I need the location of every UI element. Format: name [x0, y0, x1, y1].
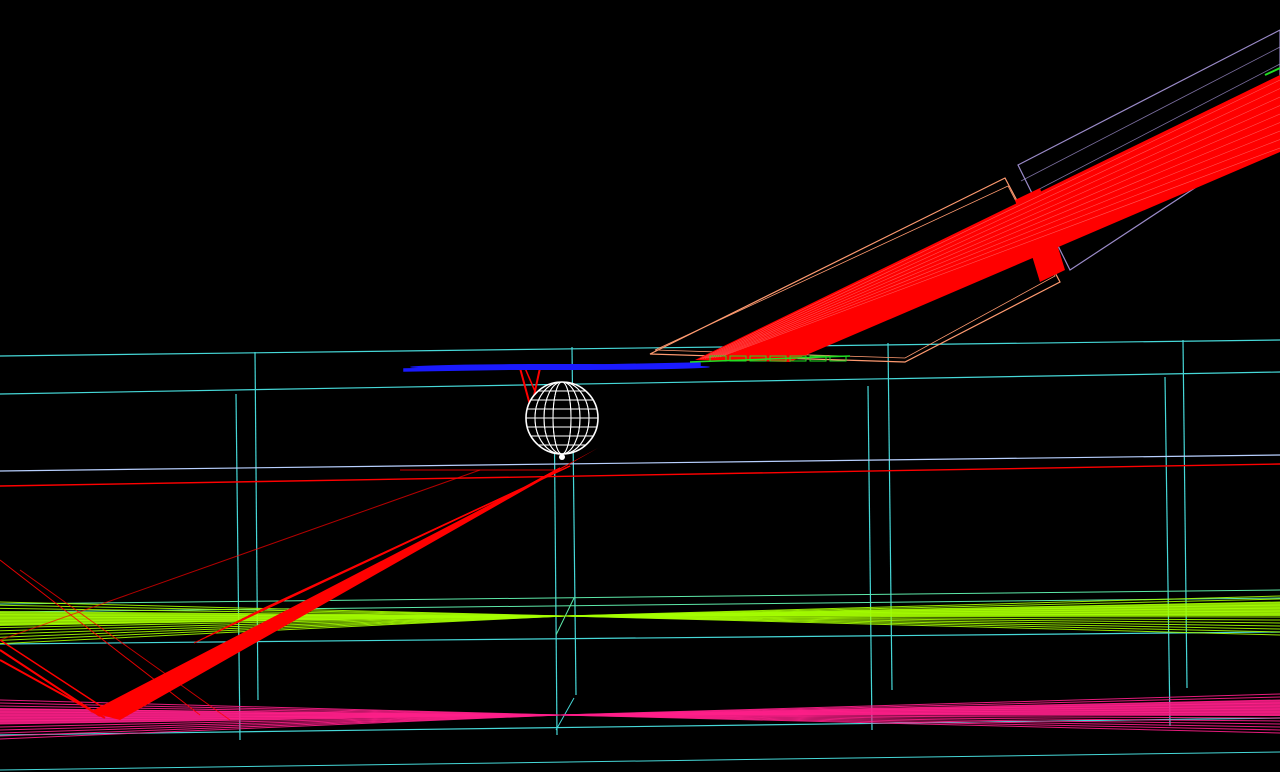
long-ray-1 — [0, 469, 481, 641]
outer-tube-line — [1020, 46, 1280, 182]
floor-line-1 — [0, 589, 1280, 605]
sphere-bottom-dot — [559, 454, 565, 460]
frame-floor-edge — [0, 751, 1280, 771]
bounce-ray-5 — [19, 569, 231, 721]
plate-accent-cell — [809, 355, 827, 362]
frame-post-1 — [235, 393, 241, 741]
floor-diag-2 — [555, 697, 575, 731]
beam-hatch-line — [717, 139, 1280, 358]
frame-top-front — [0, 371, 1280, 395]
tube-shell — [649, 177, 1061, 363]
green-ray-right — [564, 615, 1280, 636]
frame-post-7 — [1164, 376, 1171, 727]
green-ray-fan — [0, 595, 1280, 645]
beam-hatch-line — [714, 130, 1280, 358]
frame-bottom-line — [0, 717, 1280, 736]
magenta-ray-fan — [0, 693, 1280, 740]
frame-top-back — [0, 339, 1280, 357]
green-ray-left — [0, 615, 566, 641]
beam-hatch-line — [704, 96, 1280, 359]
beam-hatch-line — [702, 88, 1280, 360]
plate-accent-cell — [789, 355, 807, 362]
frame-post-0 — [254, 351, 259, 701]
bounce-ray-4 — [0, 559, 201, 716]
tube-end-accent — [1264, 67, 1280, 76]
tube-ring — [1015, 188, 1065, 282]
beam-tube — [649, 67, 1280, 363]
green-ray-left — [0, 615, 566, 645]
frame-post-4 — [887, 342, 893, 691]
green-ray-left — [0, 601, 566, 617]
bounce-ray-2 — [0, 659, 106, 719]
magenta-core-right — [560, 700, 1280, 716]
reflected-ray — [193, 465, 571, 644]
red-axis-line — [0, 463, 1280, 487]
sphere-ray-1 — [519, 367, 531, 406]
magenta-ray-right — [559, 714, 1280, 734]
tube-shell-inner — [654, 185, 1056, 359]
bounce-ray-3 — [0, 639, 111, 713]
beam-core — [695, 75, 1280, 362]
target-plate — [403, 355, 851, 372]
beam-hatch-line — [712, 122, 1280, 359]
plate-accent-edge — [689, 355, 851, 363]
frame-post-5 — [867, 385, 873, 731]
wireframe-sphere — [525, 381, 599, 460]
beam-hatch-line — [719, 147, 1280, 358]
magenta-core-left — [0, 708, 560, 724]
horizon-line — [0, 454, 1280, 472]
green-core-right — [565, 602, 1280, 616]
frame-grid — [0, 339, 1280, 771]
plate-accent-cell — [729, 355, 747, 362]
magenta-ray-left — [0, 714, 561, 740]
frame-mid-line — [0, 631, 1280, 645]
outer-tube-line — [1023, 63, 1280, 198]
beam-hatch-line — [699, 79, 1280, 360]
beam-hatch-line — [709, 113, 1280, 359]
reflected-rays — [0, 367, 598, 721]
reflected-ray-b — [126, 467, 561, 707]
plate-highlight — [410, 364, 710, 370]
beam-hatch-line — [707, 105, 1280, 359]
